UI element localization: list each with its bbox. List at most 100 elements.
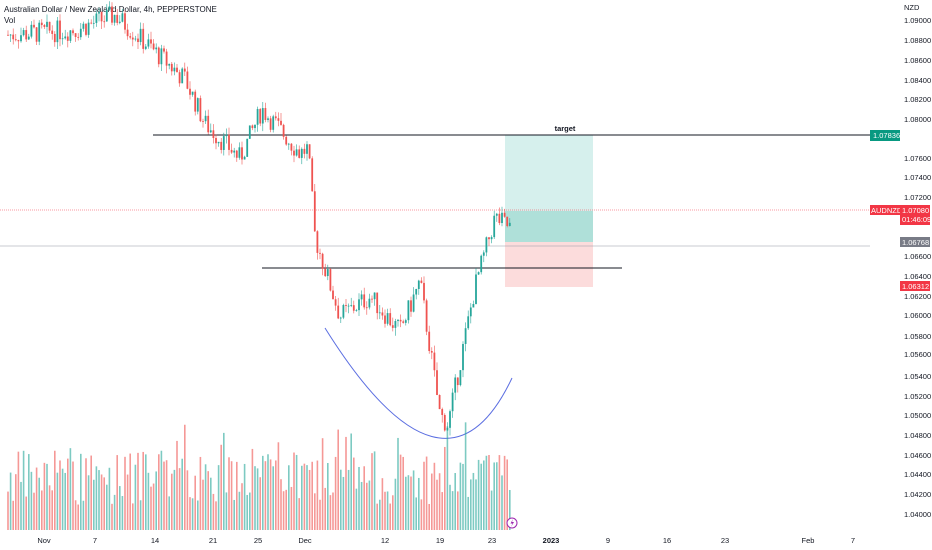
candle-body xyxy=(363,294,366,308)
volume-bar xyxy=(74,500,77,530)
candle-body xyxy=(347,305,350,307)
candle-body xyxy=(163,48,165,52)
volume-bar xyxy=(111,503,113,530)
volume-bar xyxy=(139,500,142,530)
volume-bar xyxy=(220,444,222,530)
candle-body xyxy=(243,156,246,160)
volume-indicator-label[interactable]: Vol xyxy=(4,16,16,25)
volume-bar xyxy=(425,456,428,530)
candle-body xyxy=(108,6,111,10)
candle-body xyxy=(360,294,363,300)
candle-body xyxy=(449,411,451,428)
candle-body xyxy=(501,212,503,224)
volume-bar xyxy=(22,450,25,530)
candle-body xyxy=(241,147,243,160)
candle-body xyxy=(134,38,137,40)
volume-bar xyxy=(446,426,449,530)
volume-bar xyxy=(204,464,207,530)
volume-bar xyxy=(329,495,332,530)
candle-body xyxy=(326,269,329,277)
y-tick-label: 1.04600 xyxy=(904,451,931,460)
candle-body xyxy=(204,115,207,122)
candle-body xyxy=(17,40,20,42)
candle-body xyxy=(274,116,277,119)
candle-body xyxy=(397,319,399,322)
candle-body xyxy=(467,316,470,329)
volume-bar xyxy=(48,485,51,530)
volume-bar xyxy=(145,454,147,530)
loss-zone[interactable] xyxy=(505,242,593,287)
candle-body xyxy=(53,33,56,43)
volume-bar xyxy=(103,477,105,530)
candle-body xyxy=(394,321,397,328)
volume-bar xyxy=(95,466,98,530)
candle-body xyxy=(238,147,241,158)
volume-bar xyxy=(358,466,360,530)
volume-bar xyxy=(241,483,243,530)
volume-bar xyxy=(194,475,196,530)
candle-body xyxy=(225,134,228,137)
candle-body xyxy=(217,141,220,144)
candle-body xyxy=(339,317,342,319)
volume-bar xyxy=(197,500,199,530)
volume-bar xyxy=(498,455,501,530)
y-tick-label: 1.08600 xyxy=(904,56,931,65)
volume-bar xyxy=(168,496,170,530)
volume-bar xyxy=(217,465,220,530)
candle-body xyxy=(425,300,428,332)
y-tick-label: 1.06200 xyxy=(904,292,931,301)
candle-body xyxy=(506,216,509,227)
volume-bar xyxy=(503,455,506,530)
symbol-title[interactable]: Australian Dollar / New Zealand Dollar, … xyxy=(4,5,217,14)
volume-bar xyxy=(215,501,217,530)
time-axis[interactable]: Nov 7 14 21 25 Dec 12 19 23 2023 9 16 23 Feb 7 xyxy=(37,536,855,545)
candle-body xyxy=(74,33,77,37)
volume-bar xyxy=(254,466,256,530)
y-tick-label: 1.05600 xyxy=(904,350,931,359)
volume-bar xyxy=(457,491,459,530)
y-tick-label: 1.08800 xyxy=(904,36,931,45)
volume-bar xyxy=(43,462,46,530)
candle-body xyxy=(87,22,90,35)
volume-bar xyxy=(475,479,477,530)
candle-body xyxy=(40,22,43,26)
volume-bar xyxy=(347,469,350,530)
svg-text:AUDNZD: AUDNZD xyxy=(871,206,903,215)
candle-body xyxy=(111,6,113,23)
volume-bar xyxy=(381,478,384,530)
volume-bar xyxy=(80,453,82,530)
rounding-bottom-curve[interactable] xyxy=(324,327,513,439)
candle-body xyxy=(329,269,332,291)
candle-body xyxy=(194,91,197,112)
candle-body xyxy=(199,98,202,122)
volume-bar xyxy=(25,496,27,530)
svg-text:1.06768: 1.06768 xyxy=(902,238,929,247)
volume-bar xyxy=(410,476,412,530)
y-tick-label: 1.04200 xyxy=(904,490,931,499)
candle-body xyxy=(157,47,160,65)
target-price-badge: 1.07836 xyxy=(870,130,900,141)
volume-bar xyxy=(173,469,176,530)
volume-bar xyxy=(379,499,381,530)
volume-bar xyxy=(259,477,261,530)
candle-body xyxy=(443,414,446,431)
price-axis[interactable]: NZD 1.09000 1.08800 1.08600 1.08400 1.08200 1… xyxy=(904,3,931,519)
volume-bar xyxy=(82,500,85,530)
candle-body xyxy=(308,144,311,159)
axis-currency: NZD xyxy=(904,3,920,12)
volume-bar xyxy=(397,437,399,530)
volume-bar xyxy=(134,464,137,530)
lightning-event-icon[interactable] xyxy=(506,517,518,529)
candle-body xyxy=(407,300,410,321)
candle-body xyxy=(191,91,194,95)
volume-bar xyxy=(93,479,95,530)
candle-body xyxy=(261,108,264,124)
volume-bar xyxy=(181,458,183,530)
candle-body xyxy=(391,325,394,328)
candle-body xyxy=(352,305,355,311)
candle-body xyxy=(316,231,319,253)
volume-bar xyxy=(451,491,454,530)
candle-body xyxy=(438,394,441,410)
volume-bar xyxy=(267,454,269,530)
